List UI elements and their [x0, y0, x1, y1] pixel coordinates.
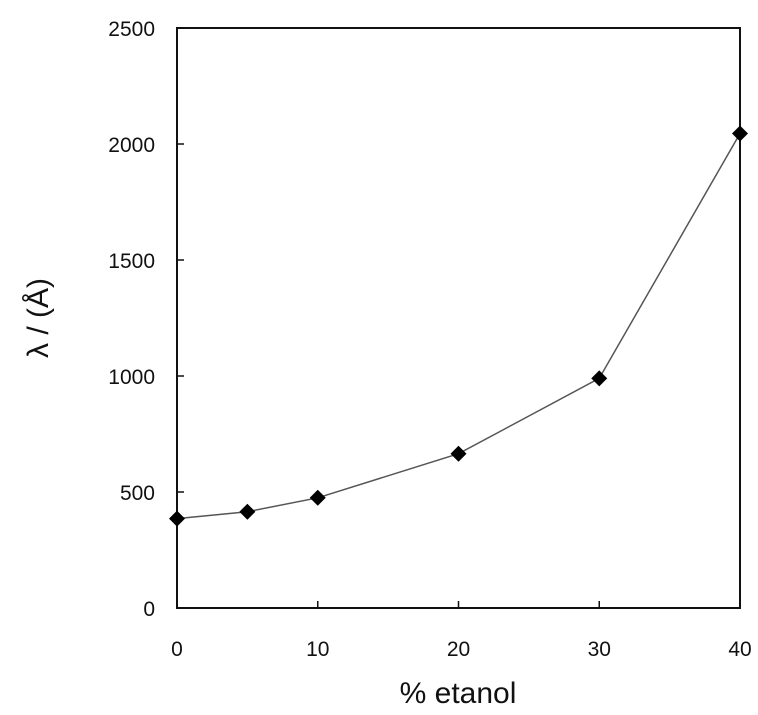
y-tick-label: 0 — [143, 598, 155, 621]
plot-frame — [176, 27, 741, 609]
data-point — [732, 125, 748, 142]
x-tick-label: 0 — [171, 638, 183, 661]
data-point — [591, 370, 608, 387]
series-group — [169, 125, 748, 527]
x-tick-label: 20 — [447, 638, 470, 661]
x-tick-label: 10 — [306, 638, 329, 661]
data-point — [450, 445, 467, 462]
y-tick-label: 2500 — [108, 18, 155, 41]
data-point — [169, 510, 185, 527]
x-axis-label: % etanol — [400, 677, 517, 710]
y-tick-label: 2000 — [108, 134, 155, 157]
y-axis-label: λ / (Å) — [22, 278, 55, 358]
x-axis-ticks: 0 10 20 30 40 — [171, 601, 752, 661]
x-tick-label: 40 — [728, 638, 751, 661]
y-tick-label: 1000 — [108, 366, 155, 389]
data-point — [239, 503, 256, 520]
data-point — [309, 489, 326, 506]
x-tick-label: 30 — [588, 638, 611, 661]
y-tick-label: 500 — [120, 482, 155, 505]
series-line — [176, 133, 741, 520]
y-tick-label: 1500 — [108, 250, 155, 273]
y-axis-ticks: 0 500 1000 1500 2000 2500 — [108, 18, 184, 621]
